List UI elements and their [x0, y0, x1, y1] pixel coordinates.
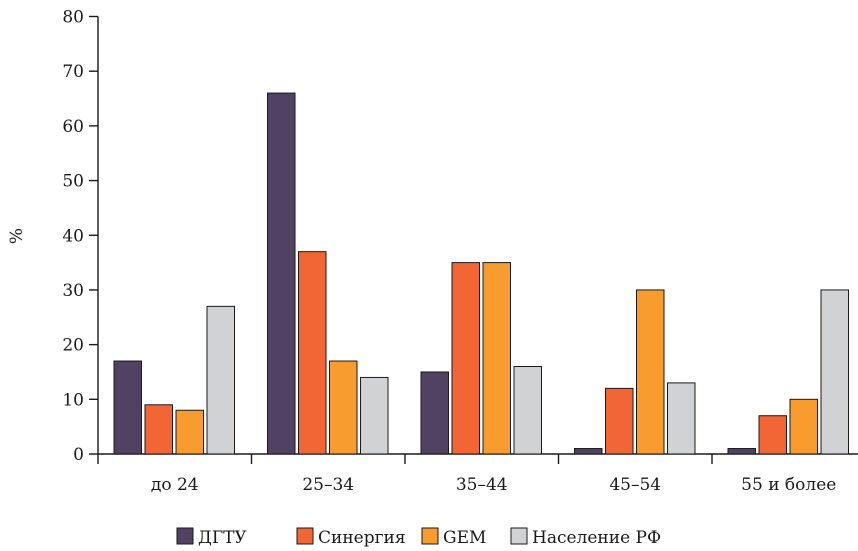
- bar: [727, 448, 756, 455]
- legend-swatch: [176, 527, 194, 545]
- x-category-label: 25–34: [302, 475, 354, 495]
- bar: [482, 262, 511, 455]
- legend-label: ДГТУ: [198, 528, 247, 548]
- bar: [175, 409, 204, 455]
- bar: [667, 382, 696, 455]
- x-category-label: 55 и более: [741, 475, 836, 495]
- bar: [451, 262, 480, 455]
- legend-label: GEM: [443, 528, 486, 548]
- y-tick-label: 80: [62, 8, 84, 28]
- y-tick-label: 60: [62, 117, 84, 137]
- bar: [513, 366, 542, 455]
- legend-swatch: [421, 527, 439, 545]
- legend-swatch: [510, 527, 528, 545]
- bar: [789, 398, 818, 455]
- y-tick-label: 20: [62, 336, 84, 356]
- bar: [758, 415, 787, 455]
- x-category-label: до 24: [151, 475, 199, 495]
- bar: [636, 289, 665, 455]
- x-category-label: 35–44: [456, 475, 508, 495]
- bar: [605, 387, 634, 455]
- y-axis-label: %: [7, 228, 27, 244]
- legend-swatch: [296, 527, 314, 545]
- y-tick-label: 30: [62, 281, 84, 301]
- bars: [113, 92, 849, 455]
- bar: [144, 404, 173, 455]
- y-tick-label: 50: [62, 172, 84, 192]
- y-tick-label: 0: [73, 445, 84, 465]
- bar: [574, 448, 603, 455]
- y-tick-label: 70: [62, 62, 84, 82]
- legend: ДГТУ Синергия GEM Население РФ: [176, 527, 661, 548]
- bar: [329, 360, 358, 455]
- labels: 0 10 20 30 40 50 60 70 80 до 24 25–34 35–44 45–54 55 …: [62, 8, 836, 496]
- bar: [420, 371, 449, 455]
- y-tick-label: 40: [62, 226, 84, 246]
- bar: [267, 92, 296, 455]
- x-category-label: 45–54: [609, 475, 661, 495]
- legend-label: Население РФ: [532, 528, 661, 548]
- bar: [360, 376, 389, 455]
- y-tick-label: 10: [62, 390, 84, 410]
- bar: [820, 289, 849, 455]
- legend-label: Синергия: [318, 528, 406, 548]
- bar: [206, 305, 235, 455]
- bar: [113, 360, 142, 455]
- bar: [298, 251, 327, 455]
